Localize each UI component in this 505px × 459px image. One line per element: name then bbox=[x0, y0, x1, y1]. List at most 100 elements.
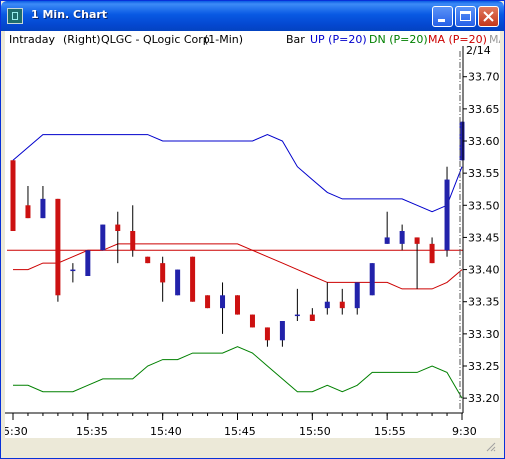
minimize-icon bbox=[438, 19, 445, 22]
candle-body bbox=[100, 224, 106, 251]
candle bbox=[249, 314, 255, 328]
candle bbox=[384, 211, 390, 244]
resize-grip-icon[interactable] bbox=[484, 440, 496, 452]
candle-body bbox=[399, 231, 405, 244]
candle bbox=[444, 166, 450, 257]
candle bbox=[235, 295, 240, 315]
candle-body bbox=[264, 327, 270, 341]
candle-body bbox=[444, 179, 450, 251]
candle-body bbox=[130, 231, 136, 251]
chart-app-icon bbox=[7, 8, 23, 24]
candle-body bbox=[324, 301, 330, 309]
mode-label: Intraday bbox=[9, 33, 56, 46]
lower-band-line bbox=[13, 346, 463, 399]
price-chart[interactable]: Intraday (Right) QLGC - QLogic Corp (1-M… bbox=[3, 31, 505, 438]
candle bbox=[40, 186, 46, 219]
candle bbox=[145, 256, 151, 264]
candle-body bbox=[190, 256, 196, 302]
candle-body bbox=[279, 321, 285, 341]
maximize-button[interactable] bbox=[455, 6, 476, 27]
legend-moving-average: MA (P=20) bbox=[428, 33, 487, 46]
candle-body bbox=[339, 301, 345, 309]
y-tick-label: 33.70 bbox=[468, 71, 500, 84]
candle bbox=[324, 282, 330, 315]
close-button[interactable] bbox=[478, 6, 499, 27]
candle-body bbox=[145, 256, 151, 264]
candle bbox=[414, 237, 420, 289]
close-icon bbox=[483, 11, 494, 22]
legend-upper-band: UP (P=20) bbox=[310, 33, 367, 46]
candle bbox=[459, 121, 465, 161]
candle bbox=[175, 269, 181, 296]
window-title: 1 Min. Chart bbox=[31, 8, 108, 21]
candle bbox=[294, 288, 300, 321]
y-tick-label: 33.55 bbox=[468, 167, 500, 180]
candle bbox=[100, 224, 106, 251]
x-tick-label: 15:50 bbox=[299, 425, 331, 438]
title-bar[interactable]: 1 Min. Chart bbox=[1, 1, 504, 31]
candle bbox=[309, 308, 315, 321]
chart-area[interactable]: Intraday (Right) QLGC - QLogic Corp (1-M… bbox=[3, 31, 505, 438]
candle-body bbox=[70, 269, 76, 272]
candle bbox=[264, 327, 270, 347]
candle bbox=[205, 295, 211, 309]
candle-body bbox=[25, 205, 31, 219]
x-tick-label: 15:35 bbox=[76, 425, 108, 438]
candle-body bbox=[205, 295, 211, 309]
y-tick-label: 33.30 bbox=[468, 328, 500, 341]
candle-body bbox=[384, 237, 390, 244]
y-tick-label: 33.45 bbox=[468, 231, 500, 244]
candle bbox=[220, 282, 226, 334]
candle-body bbox=[175, 269, 181, 296]
candle bbox=[70, 263, 76, 283]
axes: 33.70 33.65 33.60 33.55 33.50 33.45 33.40 33.35… bbox=[3, 46, 500, 438]
x-tick-label: 9:30 bbox=[452, 425, 477, 438]
candle-body bbox=[459, 121, 465, 161]
candle-body bbox=[414, 237, 420, 244]
candle-body bbox=[10, 160, 16, 231]
candle bbox=[369, 263, 375, 296]
candle-body bbox=[309, 314, 315, 321]
legend-lower-band: DN (P=20) bbox=[369, 33, 428, 46]
candle-body bbox=[55, 198, 61, 296]
candle bbox=[160, 256, 166, 302]
candle-body bbox=[294, 314, 300, 317]
maximize-icon bbox=[460, 11, 471, 21]
candle bbox=[190, 256, 196, 302]
minimize-button[interactable] bbox=[432, 6, 453, 27]
y-tick-label: 33.40 bbox=[468, 264, 500, 277]
candle bbox=[85, 250, 91, 276]
y-tick-label: 33.35 bbox=[468, 296, 500, 309]
status-bar bbox=[5, 438, 500, 456]
interval-label: (1-Min) bbox=[204, 33, 243, 46]
candle-body bbox=[354, 282, 360, 309]
y-tick-label: 33.65 bbox=[468, 103, 500, 116]
candle bbox=[279, 321, 285, 347]
candle-body bbox=[85, 250, 91, 276]
y-tick-label: 33.20 bbox=[468, 392, 500, 405]
candle-body bbox=[369, 263, 375, 296]
candle bbox=[115, 211, 121, 264]
candle bbox=[55, 198, 61, 302]
candle bbox=[339, 288, 345, 315]
y-tick-label: 33.25 bbox=[468, 360, 500, 373]
candle-body bbox=[429, 243, 435, 264]
candle bbox=[429, 237, 435, 264]
candle bbox=[399, 224, 405, 251]
plot-area bbox=[7, 121, 465, 399]
candle-body bbox=[40, 198, 46, 219]
upper-band-line bbox=[12, 134, 463, 213]
candle bbox=[354, 282, 360, 315]
candle bbox=[130, 205, 136, 257]
x-tick-label: 15:55 bbox=[374, 425, 406, 438]
scale-label: (Right) bbox=[63, 33, 101, 46]
symbol-label: QLGC - QLogic Corp bbox=[101, 33, 210, 46]
candle-body bbox=[160, 263, 166, 283]
y-tick-label: 33.60 bbox=[468, 135, 500, 148]
date-label: 2/14 bbox=[466, 44, 491, 57]
candle-body bbox=[115, 224, 121, 231]
candle-body bbox=[220, 295, 226, 309]
style-label: Bar bbox=[286, 33, 305, 46]
x-tick-label: 15:40 bbox=[150, 425, 182, 438]
